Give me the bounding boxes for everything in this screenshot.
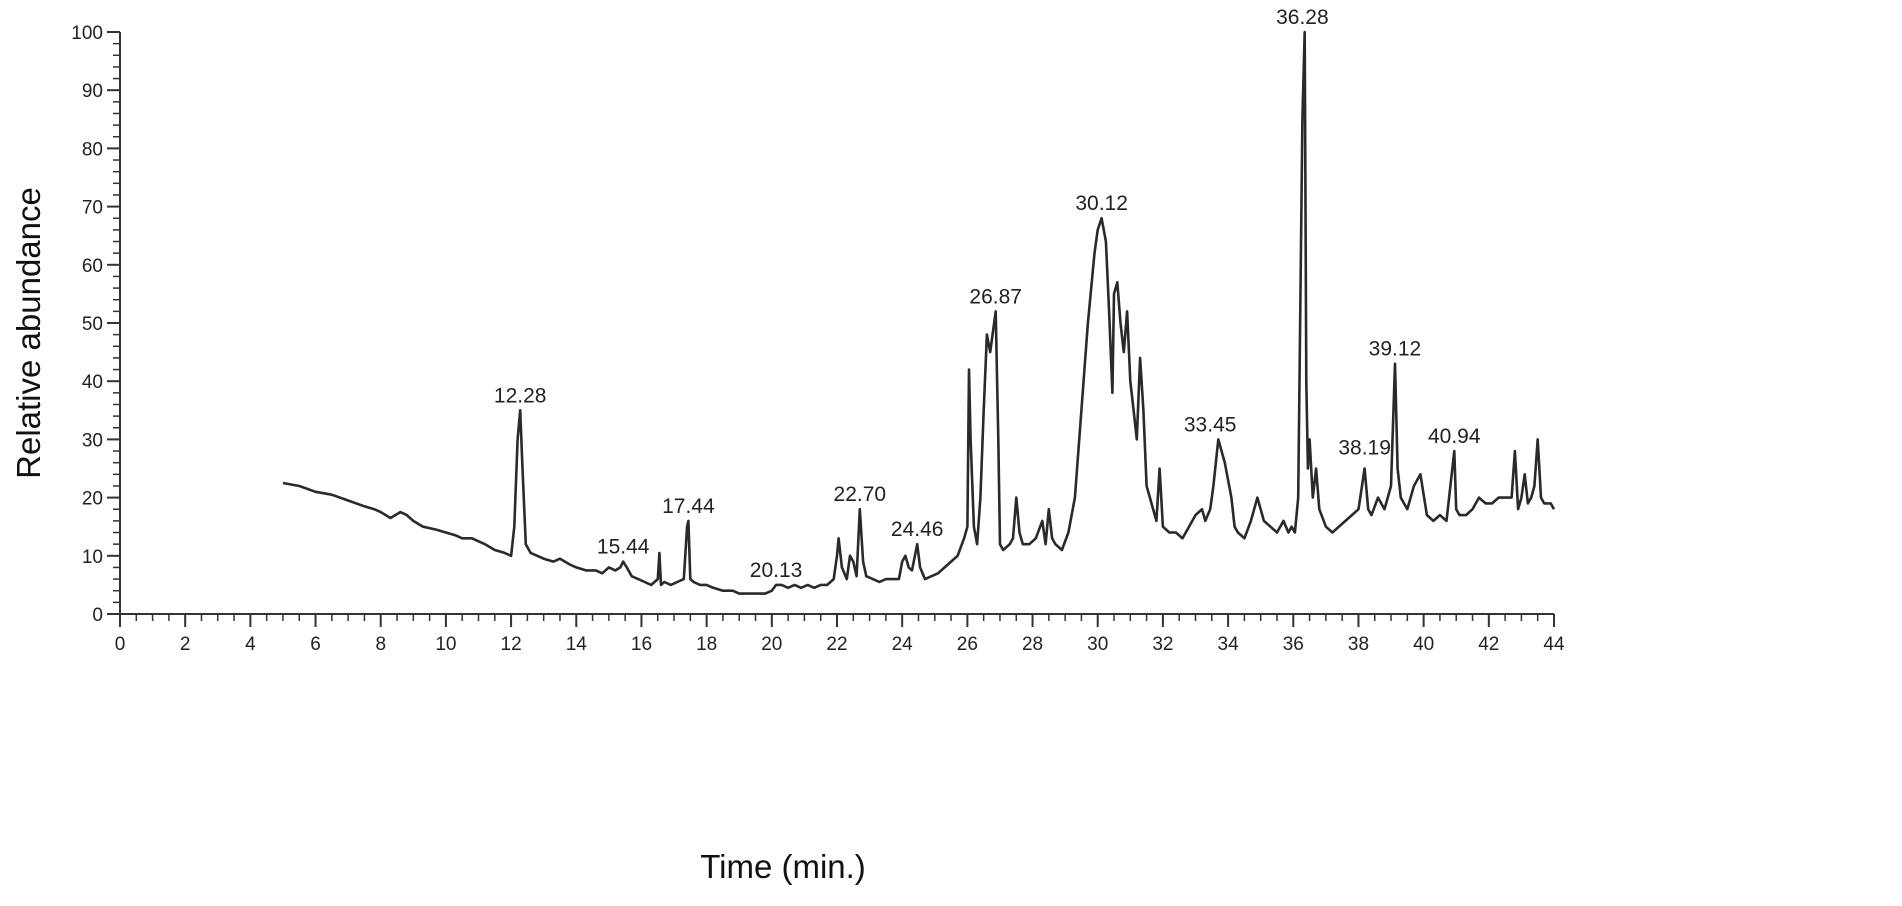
peak-label: 12.28 [494,384,547,407]
x-tick-label: 24 [892,634,914,655]
x-tick-label: 36 [1283,634,1304,655]
x-tick-label: 28 [1022,634,1043,655]
x-tick-label: 26 [957,634,978,655]
x-tick-label: 10 [435,634,456,655]
peak-label: 24.46 [891,518,944,541]
x-tick-label: 44 [1543,634,1565,655]
series-layer [282,30,1556,595]
x-tick-label: 22 [826,634,847,655]
x-tick-label: 14 [566,634,588,655]
x-tick-label: 30 [1087,634,1108,655]
x-tick-label: 2 [180,634,191,655]
x-tick-label: 40 [1413,634,1434,655]
x-tick-label: 0 [115,634,126,655]
x-tick-label: 20 [761,634,782,655]
peak-label: 30.12 [1075,192,1128,215]
x-tick-label: 32 [1152,634,1173,655]
peak-label: 33.45 [1184,413,1237,436]
x-tick-label: 6 [310,634,321,655]
y-tick-label: 90 [82,81,103,102]
x-tick-label: 34 [1218,634,1240,655]
y-tick-label: 50 [82,314,103,335]
y-tick-label: 40 [82,372,103,393]
x-axis-title: Time (min.) [700,848,866,885]
peak-label: 22.70 [834,483,887,506]
peak-label: 26.87 [969,285,1022,308]
y-tick-label: 10 [82,547,103,568]
x-tick-label: 18 [696,634,717,655]
y-tick-label: 60 [82,256,103,277]
peak-label: 15.44 [597,536,650,559]
peak-label: 17.44 [662,495,715,518]
x-tick-label: 16 [631,634,652,655]
peak-label: 38.19 [1338,437,1391,460]
ticks-layer: 0 2 4 6 8 10 12 14 16 18 20 22 24 26 28 30 32 34 36 38 40 42 4… [71,23,1565,655]
x-tick-label: 38 [1348,634,1369,655]
y-tick-label: 70 [82,198,103,219]
peak-label: 20.13 [750,559,803,582]
y-tick-label: 100 [71,23,103,44]
y-tick-label: 20 [82,489,103,510]
x-tick-label: 4 [245,634,256,655]
y-tick-label: 30 [82,430,103,451]
x-tick-label: 8 [375,634,386,655]
x-tick-label: 42 [1478,634,1499,655]
x-tick-label: 12 [501,634,522,655]
peak-label: 40.94 [1428,425,1481,448]
peak-label: 39.12 [1369,338,1422,361]
y-tick-label: 80 [82,139,103,160]
y-axis-title: Relative abundance [10,187,47,479]
y-axis-title-group: Relative abundance [10,187,47,479]
y-tick-label: 0 [92,605,103,626]
peak-label: 36.28 [1276,6,1329,29]
chromatogram-trace [282,30,1556,595]
